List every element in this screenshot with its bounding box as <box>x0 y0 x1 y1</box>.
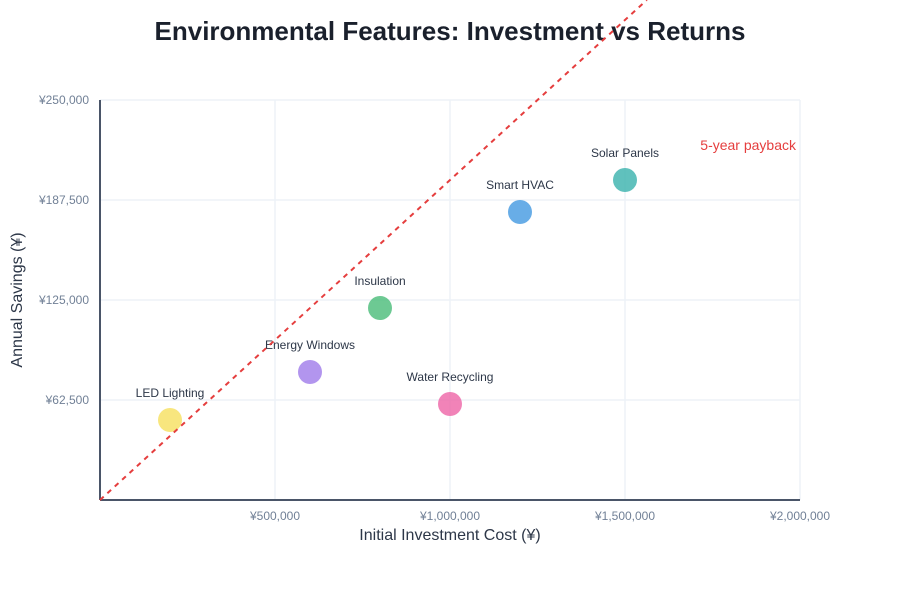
data-point <box>158 408 182 432</box>
data-point <box>508 200 532 224</box>
x-tick-label: ¥1,000,000 <box>419 509 480 523</box>
x-tick-label: ¥500,000 <box>249 509 300 523</box>
x-tick-label: ¥2,000,000 <box>769 509 830 523</box>
y-tick-label: ¥62,500 <box>45 393 90 407</box>
data-label: Water Recycling <box>407 370 494 384</box>
data-point <box>613 168 637 192</box>
data-label: Insulation <box>354 274 405 288</box>
data-point <box>298 360 322 384</box>
data-label: Solar Panels <box>591 146 659 160</box>
grid <box>100 99 801 500</box>
chart-title: Environmental Features: Investment vs Re… <box>155 16 746 46</box>
x-tick-label: ¥1,500,000 <box>594 509 655 523</box>
data-point <box>368 296 392 320</box>
y-axis-label: Annual Savings (¥) <box>9 232 26 367</box>
data-label: Smart HVAC <box>486 178 554 192</box>
data-points: LED Lighting Energy Windows Insulation Wate… <box>136 146 659 432</box>
y-tick-label: ¥250,000 <box>38 93 89 107</box>
data-label: LED Lighting <box>136 386 205 400</box>
y-tick-label: ¥187,500 <box>38 193 89 207</box>
data-label: Energy Windows <box>265 338 355 352</box>
payback-line-label: 5-year payback <box>700 137 797 153</box>
payback-line <box>99 0 648 501</box>
data-point <box>438 392 462 416</box>
tick-labels: ¥500,000 ¥1,000,000 ¥1,500,000 ¥2,000,000 ¥6… <box>38 93 830 523</box>
reference-line-group: 5-year payback <box>99 0 797 501</box>
x-axis-label: Initial Investment Cost (¥) <box>359 527 540 544</box>
y-tick-label: ¥125,000 <box>38 293 89 307</box>
